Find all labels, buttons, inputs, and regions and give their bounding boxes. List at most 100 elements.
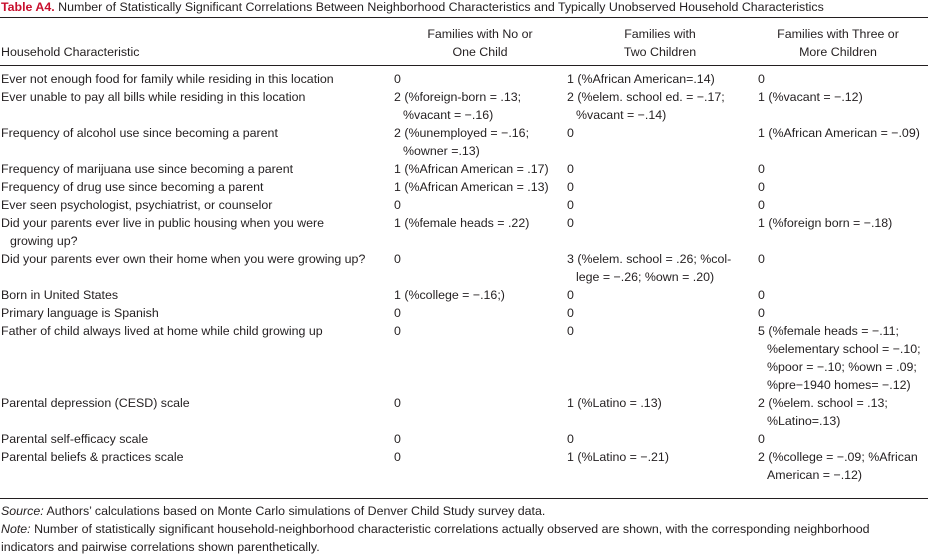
- cell-line: 1 (%female heads = .22): [394, 216, 530, 230]
- cell-line: 1 (%Latino = −.21): [567, 450, 669, 464]
- table-row: Did your parents ever live in public hou…: [0, 214, 928, 250]
- value-cell-col3: 0: [758, 178, 928, 196]
- cell-line: Ever not enough food for family while re…: [1, 72, 334, 86]
- value-cell-col1: 0: [394, 322, 567, 394]
- cell-line: 0: [758, 180, 765, 194]
- cell-line: Did your parents ever live in public hou…: [1, 216, 325, 230]
- value-cell-col1: 1 (%African American = .17): [394, 160, 567, 178]
- value-cell-col3: 1 (%foreign born = −.18): [758, 214, 928, 250]
- cell-line: 0: [567, 324, 574, 338]
- row-label-cell: Ever unable to pay all bills while resid…: [0, 88, 394, 124]
- cell-value: 0: [758, 160, 928, 178]
- cell-line: 0: [394, 252, 401, 266]
- value-cell-col2: 0: [567, 214, 758, 250]
- cell-line: Frequency of drug use since becoming a p…: [1, 180, 264, 194]
- cell-value: 2 (%elem. school ed. = −.17; %vacant = −.…: [567, 88, 758, 124]
- cell-line-continued: growing up?: [10, 234, 78, 248]
- row-label-cell: Ever not enough food for family while re…: [0, 70, 394, 88]
- cell-value: 1 (%African American = .13): [394, 178, 567, 196]
- cell-line-continued: %pre−1940 homes= −.12): [767, 378, 911, 392]
- value-cell-col3: 0: [758, 286, 928, 304]
- cell-line: 1 (%foreign born = −.18): [758, 216, 893, 230]
- cell-value: 1 (%African American = −.09): [758, 124, 928, 142]
- value-cell-col3: 1 (%African American = −.09): [758, 124, 928, 160]
- cell-value: 0: [394, 394, 567, 412]
- cell-line: 0: [567, 162, 574, 176]
- cell-line: 2 (%college = −.09; %African: [758, 450, 918, 464]
- cell-line: 0: [758, 288, 765, 302]
- table-row: Parental beliefs & practices scale 0 1 (%L…: [0, 448, 928, 484]
- table-row: Parental depression (CESD) scale 0 1 (%Lat…: [0, 394, 928, 430]
- cell-line-continued: %Latino=.13): [767, 414, 841, 428]
- row-label-cell: Parental beliefs & practices scale: [0, 448, 394, 484]
- table-label: Table A4.: [1, 0, 55, 14]
- cell-line: 1 (%African American=.14): [567, 72, 715, 86]
- cell-value: 0: [758, 286, 928, 304]
- cell-value: 1 (%African American = .17): [394, 160, 567, 178]
- cell-line-continued: %owner =.13): [403, 144, 480, 158]
- header-household-characteristic: Household Characteristic: [1, 45, 140, 59]
- note-label: Note:: [1, 522, 31, 536]
- row-label: Born in United States: [1, 286, 394, 304]
- cell-value: 0: [567, 304, 758, 322]
- cell-value: 0: [758, 178, 928, 196]
- cell-value: 0: [567, 430, 758, 448]
- cell-value: 1 (%Latino = −.21): [567, 448, 758, 466]
- cell-line: Parental depression (CESD) scale: [1, 396, 190, 410]
- row-label: Did your parents ever own their home whe…: [1, 250, 394, 268]
- note-text-line2: indicators and pairwise correlations sho…: [1, 540, 320, 554]
- cell-line-continued: American = −.12): [767, 468, 863, 482]
- table-caption: Table A4. Number of Statistically Signif…: [1, 0, 927, 15]
- row-label-cell: Born in United States: [0, 286, 394, 304]
- row-label-cell: Did your parents ever live in public hou…: [0, 214, 394, 250]
- cell-line: 1 (%African American = .17): [394, 162, 549, 176]
- cell-line-continued: %vacant = −.14): [576, 108, 667, 122]
- cell-line: 0: [394, 450, 401, 464]
- cell-line: Ever unable to pay all bills while resid…: [1, 90, 306, 104]
- value-cell-col1: 1 (%college = −.16;): [394, 286, 567, 304]
- value-cell-col1: 0: [394, 304, 567, 322]
- value-cell-col3: 0: [758, 430, 928, 448]
- value-cell-col2: 0: [567, 124, 758, 160]
- cell-value: 0: [758, 196, 928, 214]
- row-label-cell: Ever seen psychologist, psychiatrist, or…: [0, 196, 394, 214]
- cell-value: 0: [567, 322, 758, 340]
- table-row: Did your parents ever own their home whe…: [0, 250, 928, 286]
- value-cell-col2: 1 (%African American=.14): [567, 70, 758, 88]
- cell-line: 0: [394, 324, 401, 338]
- top-rule: [0, 17, 928, 18]
- note-line1: Note: Number of statistically significan…: [1, 520, 870, 538]
- value-cell-col2: 2 (%elem. school ed. = −.17; %vacant = −.…: [567, 88, 758, 124]
- cell-line: 0: [758, 198, 765, 212]
- cell-value: 0: [567, 286, 758, 304]
- cell-value: 2 (%unemployed = −.16; %owner =.13): [394, 124, 567, 160]
- value-cell-col2: 0: [567, 322, 758, 394]
- value-cell-col2: 0: [567, 430, 758, 448]
- row-label-cell: Primary language is Spanish: [0, 304, 394, 322]
- note-line2: indicators and pairwise correlations sho…: [1, 538, 320, 556]
- cell-line: 0: [758, 252, 765, 266]
- cell-value: 0: [567, 196, 758, 214]
- cell-line: 0: [394, 396, 401, 410]
- table-title: Number of Statistically Significant Corr…: [58, 0, 824, 14]
- table-row: Frequency of alcohol use since becoming …: [0, 124, 928, 160]
- cell-line: 5 (%female heads = −.11;: [758, 324, 899, 338]
- table-row: Ever seen psychologist, psychiatrist, or…: [0, 196, 928, 214]
- value-cell-col1: 2 (%unemployed = −.16; %owner =.13): [394, 124, 567, 160]
- cell-line: 0: [758, 72, 765, 86]
- header-col1-line1: Families with No or: [427, 27, 533, 41]
- row-label: Parental self-efficacy scale: [1, 430, 394, 448]
- cell-value: 1 (%female heads = .22): [394, 214, 567, 232]
- row-label: Parental beliefs & practices scale: [1, 448, 394, 466]
- value-cell-col1: 1 (%African American = .13): [394, 178, 567, 196]
- cell-line: Did your parents ever own their home whe…: [1, 252, 366, 266]
- source-text: Authors’ calculations based on Monte Car…: [43, 504, 546, 518]
- cell-line: 0: [567, 180, 574, 194]
- cell-line: 1 (%African American = −.09): [758, 126, 920, 140]
- table-row: Frequency of drug use since becoming a p…: [0, 178, 928, 196]
- cell-line: 0: [567, 432, 574, 446]
- value-cell-col3: 2 (%elem. school = .13; %Latino=.13): [758, 394, 928, 430]
- cell-value: 1 (%vacant = −.12): [758, 88, 928, 106]
- cell-value: 0: [758, 430, 928, 448]
- bottom-rule: [0, 498, 928, 499]
